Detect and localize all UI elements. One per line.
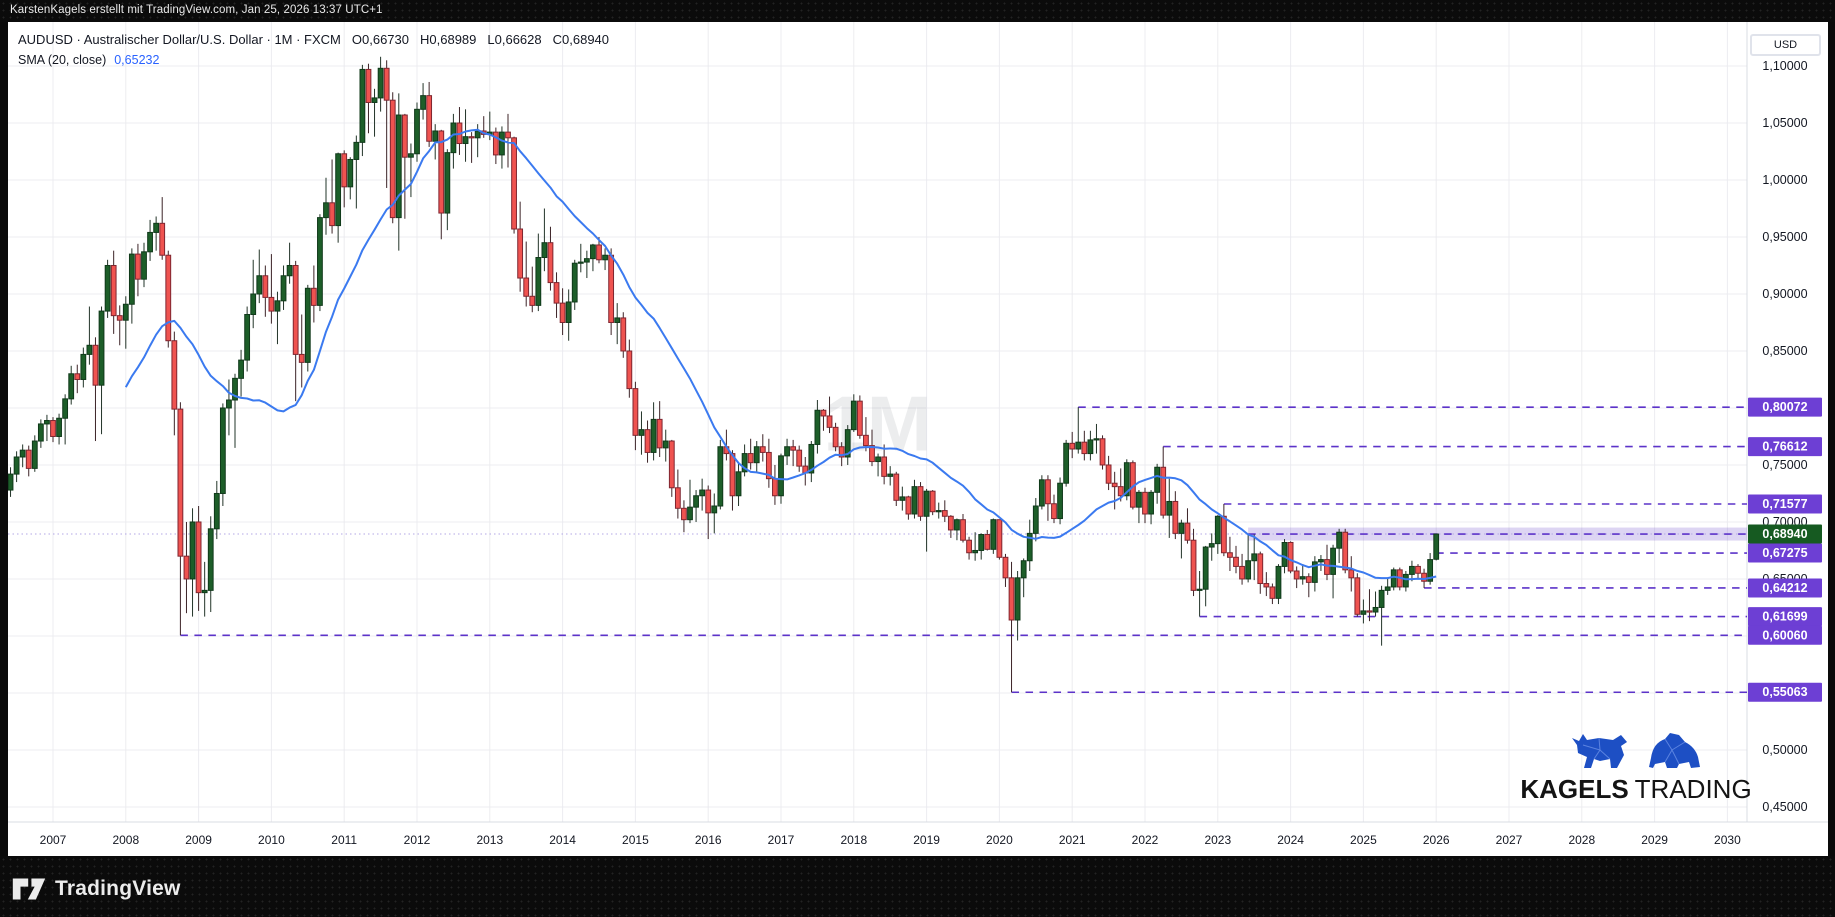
symbol-header: AUDUSD · Australischer Dollar/U.S. Dolla… — [18, 30, 609, 70]
year-tick-label: 2010 — [258, 833, 285, 847]
price-level-badge[interactable] — [1748, 543, 1822, 563]
price-level-badge-label: 0,67275 — [1762, 546, 1807, 560]
sma-line[interactable] — [124, 128, 1437, 581]
ohlc-high: H0,68989 — [420, 32, 477, 47]
ohlc-low: L0,66628 — [487, 32, 542, 47]
price-tick-label: 0,45000 — [1762, 800, 1807, 814]
year-tick-label: 2027 — [1496, 833, 1523, 847]
year-tick-label: 2019 — [913, 833, 940, 847]
year-tick-label: 2030 — [1714, 833, 1741, 847]
tradingview-icon — [12, 878, 46, 900]
year-tick-label: 2008 — [112, 833, 139, 847]
price-level-badge-label: 0,71577 — [1762, 497, 1807, 511]
year-tick-label: 2022 — [1132, 833, 1159, 847]
bull-icon — [1572, 734, 1627, 768]
chart-canvas[interactable]: 1M1,100001,050001,000000,950000,900000,8… — [7, 22, 1828, 856]
time-axis[interactable]: 2007 2008 2009 2010 2011 2012 2013 2014 2015 2016… — [40, 833, 1741, 847]
year-tick-label: 2013 — [476, 833, 503, 847]
attribution-bar: KarstenKagels erstellt mit TradingView.c… — [0, 0, 1835, 22]
chart-area: 1M 1,10000 1,05000 1,00000 0,95000 0,90000 0,8… — [7, 22, 1828, 856]
price-level-badge[interactable] — [1748, 625, 1822, 645]
price-level-badge-label: 0,76612 — [1762, 440, 1807, 454]
price-level-badge[interactable] — [1748, 578, 1822, 598]
footer-bar: TradingView — [0, 856, 1835, 917]
year-tick-label: 2026 — [1423, 833, 1450, 847]
price-level-badge-label: 0,68940 — [1762, 527, 1807, 541]
year-tick-label: 2028 — [1568, 833, 1595, 847]
price-level-badge[interactable] — [1748, 524, 1822, 544]
price-level-badge-label: 0,60060 — [1762, 628, 1807, 642]
year-tick-label: 2025 — [1350, 833, 1377, 847]
year-tick-label: 2021 — [1059, 833, 1086, 847]
price-tick-label: 1,00000 — [1762, 173, 1807, 187]
year-tick-label: 2015 — [622, 833, 649, 847]
year-tick-label: 2009 — [185, 833, 212, 847]
price-tick-label: 0,90000 — [1762, 287, 1807, 301]
symbol-title[interactable]: AUDUSD · Australischer Dollar/U.S. Dolla… — [18, 32, 341, 47]
indicator-label[interactable]: SMA (20, close) — [18, 53, 107, 67]
year-tick-label: 2011 — [331, 833, 357, 847]
attribution-text: KarstenKagels erstellt mit TradingView.c… — [10, 4, 383, 16]
price-level-badge-label: 0,80072 — [1762, 400, 1807, 414]
year-tick-label: 2016 — [695, 833, 722, 847]
price-tick-label: 0,95000 — [1762, 230, 1807, 244]
price-axis[interactable]: 1,10000 1,05000 1,00000 0,95000 0,90000 0,850… — [1748, 59, 1822, 814]
year-tick-label: 2029 — [1641, 833, 1668, 847]
price-level-badge[interactable] — [1748, 397, 1822, 417]
candlestick-series[interactable] — [7, 56, 1440, 693]
price-tick-label: 0,75000 — [1762, 458, 1807, 472]
ohlc-close: C0,68940 — [552, 32, 610, 47]
tradingview-logo[interactable]: TradingView — [12, 876, 181, 902]
bear-icon — [1649, 733, 1700, 768]
kagels-trading-logo: KAGELS TRADING — [1520, 728, 1752, 828]
price-tick-label: 0,85000 — [1762, 344, 1807, 358]
price-level-badge[interactable] — [1748, 494, 1822, 514]
indicator-value: 0,65232 — [114, 53, 160, 67]
price-level-badge[interactable] — [1748, 607, 1822, 627]
ohlc-open: O0,66730 — [351, 32, 409, 47]
year-tick-label: 2007 — [40, 833, 67, 847]
price-tick-label: 1,10000 — [1762, 59, 1807, 73]
price-level-badge-label: 0,64212 — [1762, 581, 1807, 595]
year-tick-label: 2024 — [1277, 833, 1304, 847]
price-level-badge-label: 0,61699 — [1762, 610, 1807, 624]
price-tick-label: 0,50000 — [1762, 743, 1807, 757]
price-level-badge-label: 0,55063 — [1762, 685, 1807, 699]
year-tick-label: 2020 — [986, 833, 1013, 847]
price-levels — [8, 406, 1747, 694]
price-level-badge[interactable] — [1748, 437, 1822, 457]
price-level-badge[interactable] — [1748, 682, 1822, 702]
year-tick-label: 2012 — [404, 833, 431, 847]
year-tick-label: 2023 — [1204, 833, 1231, 847]
year-tick-label: 2017 — [768, 833, 795, 847]
year-tick-label: 2018 — [840, 833, 867, 847]
year-tick-label: 2014 — [549, 833, 576, 847]
currency-toggle-button[interactable]: USD — [1750, 34, 1821, 56]
tradingview-logo-text: TradingView — [55, 877, 181, 900]
price-tick-label: 1,05000 — [1762, 116, 1807, 130]
kagels-wordmark: KAGELS TRADING — [1520, 774, 1752, 804]
